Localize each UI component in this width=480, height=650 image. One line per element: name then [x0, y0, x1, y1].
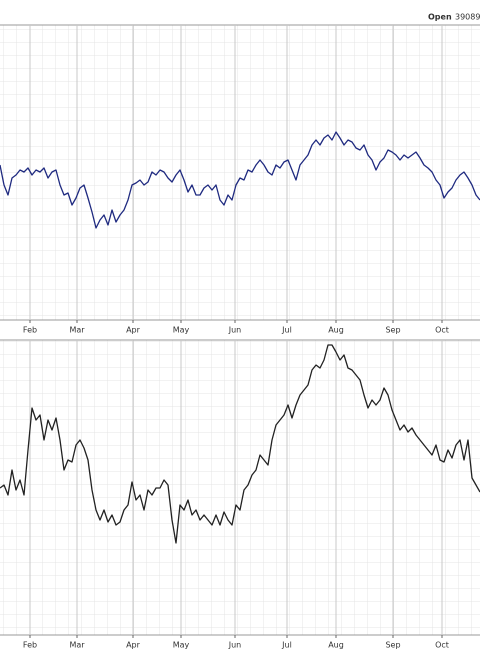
x-tick-label: Mar — [69, 326, 85, 335]
x-tick-label: Oct — [435, 641, 449, 650]
x-tick-label: Apr — [126, 326, 141, 335]
x-tick-label: Jul — [281, 641, 292, 650]
panel-frame — [0, 24, 480, 321]
header-value: 39089 — [455, 13, 480, 22]
price-line — [0, 344, 480, 544]
x-tick-label: Jun — [228, 326, 242, 335]
x-tick-label: Apr — [126, 641, 141, 650]
price-line — [0, 131, 480, 229]
header-label: Open — [428, 13, 452, 22]
x-tick-label: May — [173, 326, 190, 335]
panel-frame — [0, 339, 480, 636]
x-tick-label: Sep — [385, 641, 400, 650]
x-tick-label: Mar — [69, 641, 85, 650]
x-tick-label: Feb — [23, 326, 37, 335]
x-tick-label: May — [173, 641, 190, 650]
x-tick-label: Aug — [328, 326, 344, 335]
x-tick-label: Sep — [385, 326, 400, 335]
x-tick-label: Oct — [435, 326, 449, 335]
x-tick-label: Aug — [328, 641, 344, 650]
x-tick-label: Feb — [23, 641, 37, 650]
x-tick-label: Jun — [228, 641, 242, 650]
x-tick-label: Jul — [281, 326, 292, 335]
